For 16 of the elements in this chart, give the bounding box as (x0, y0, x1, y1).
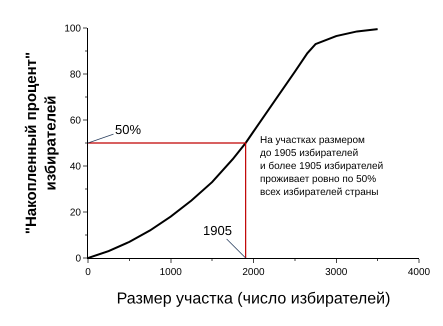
y-tick-label: 20 (70, 208, 82, 218)
annotation: 50% (115, 122, 142, 137)
annotation: На участках размером до 1905 избирателей и более 1905 избирателей проживает ровно по 50% всех избирателей страны (260, 135, 384, 198)
y-tick-label: 40 (70, 162, 82, 172)
x-tick-label: 4000 (408, 267, 431, 278)
x-tick-label: 0 (85, 267, 92, 278)
annotation: 1905 (203, 223, 232, 238)
y-tick-label: 100 (64, 24, 82, 34)
x-tick-label: 1000 (160, 267, 182, 278)
x-tick-label: 3000 (325, 267, 348, 278)
y-tick-label: 80 (70, 70, 82, 80)
y-axis-title: "Накопленный процент" избирателей (23, 52, 60, 234)
y-tick-label: 0 (75, 254, 82, 264)
x-axis-title: Размер участка (число избирателей) (116, 290, 390, 308)
y-tick-label: 60 (70, 116, 82, 126)
x-tick-label: 2000 (242, 267, 266, 278)
